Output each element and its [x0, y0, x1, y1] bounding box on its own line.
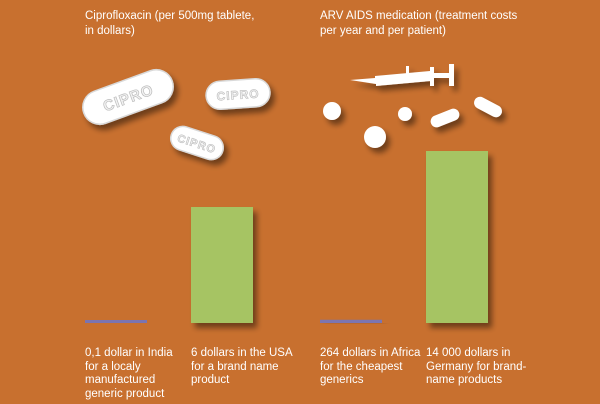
category-label-africa: 264 dollars in Africa for the cheapest g…	[320, 347, 421, 386]
category-label-usa: 6 dollars in the USA for a brand name pr…	[191, 347, 293, 386]
category-label-germany: 14 000 dollars in Germany for brand- nam…	[426, 347, 527, 386]
capsule-pill-icon	[474, 96, 502, 118]
bar-india	[85, 320, 147, 323]
bar-germany	[426, 151, 488, 323]
bars-layer	[85, 151, 488, 323]
cipro-pill-large-icon: CIPRO	[82, 68, 174, 126]
capsule-pill-icon	[430, 108, 460, 128]
category-label-india: 0,1 dollar in India for a localy manufac…	[85, 347, 173, 400]
round-pill-icon	[398, 107, 412, 121]
chart-title-ciprofloxacin: Ciprofloxacin (per 500mg tablete, in dol…	[85, 10, 255, 37]
bar-usa	[191, 207, 253, 323]
chart-title-arv: ARV AIDS medication (treatment costs per…	[320, 10, 518, 37]
arv-medication-illustration	[323, 64, 502, 148]
cipro-pill-small-icon: CIPRO	[169, 125, 225, 161]
syringe-icon	[350, 64, 454, 86]
svg-text:CIPRO: CIPRO	[216, 87, 260, 104]
round-pill-icon	[323, 102, 341, 120]
cipro-pills-illustration: CIPRO CIPRO CIPRO	[82, 68, 271, 161]
bar-africa	[320, 319, 382, 323]
cipro-pill-medium-icon: CIPRO	[205, 77, 271, 111]
round-pill-icon	[364, 126, 386, 148]
